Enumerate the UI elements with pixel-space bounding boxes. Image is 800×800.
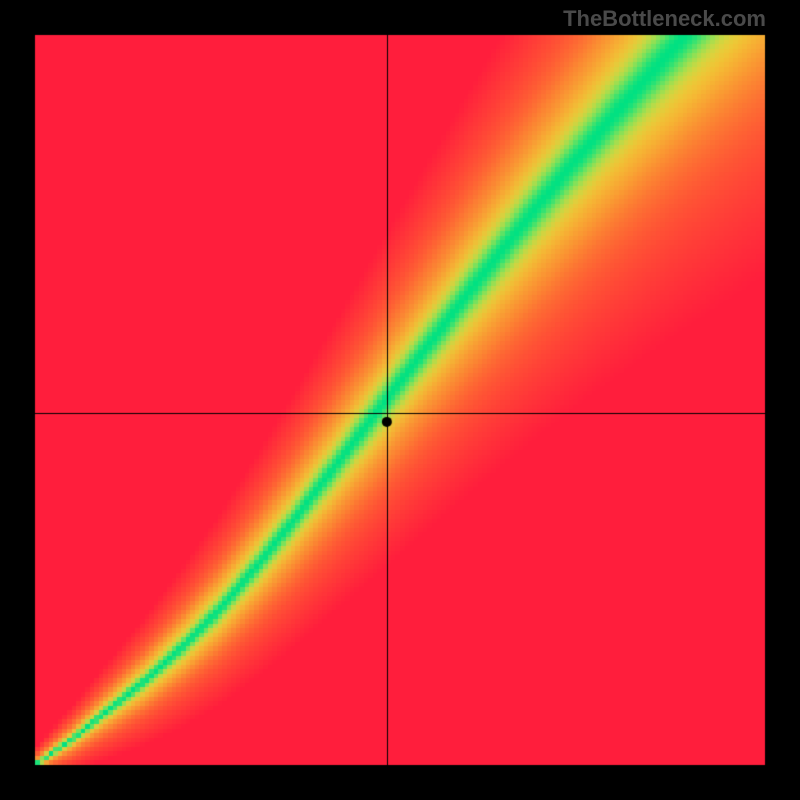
bottleneck-heatmap [0,0,800,800]
watermark-text: TheBottleneck.com [563,6,766,32]
